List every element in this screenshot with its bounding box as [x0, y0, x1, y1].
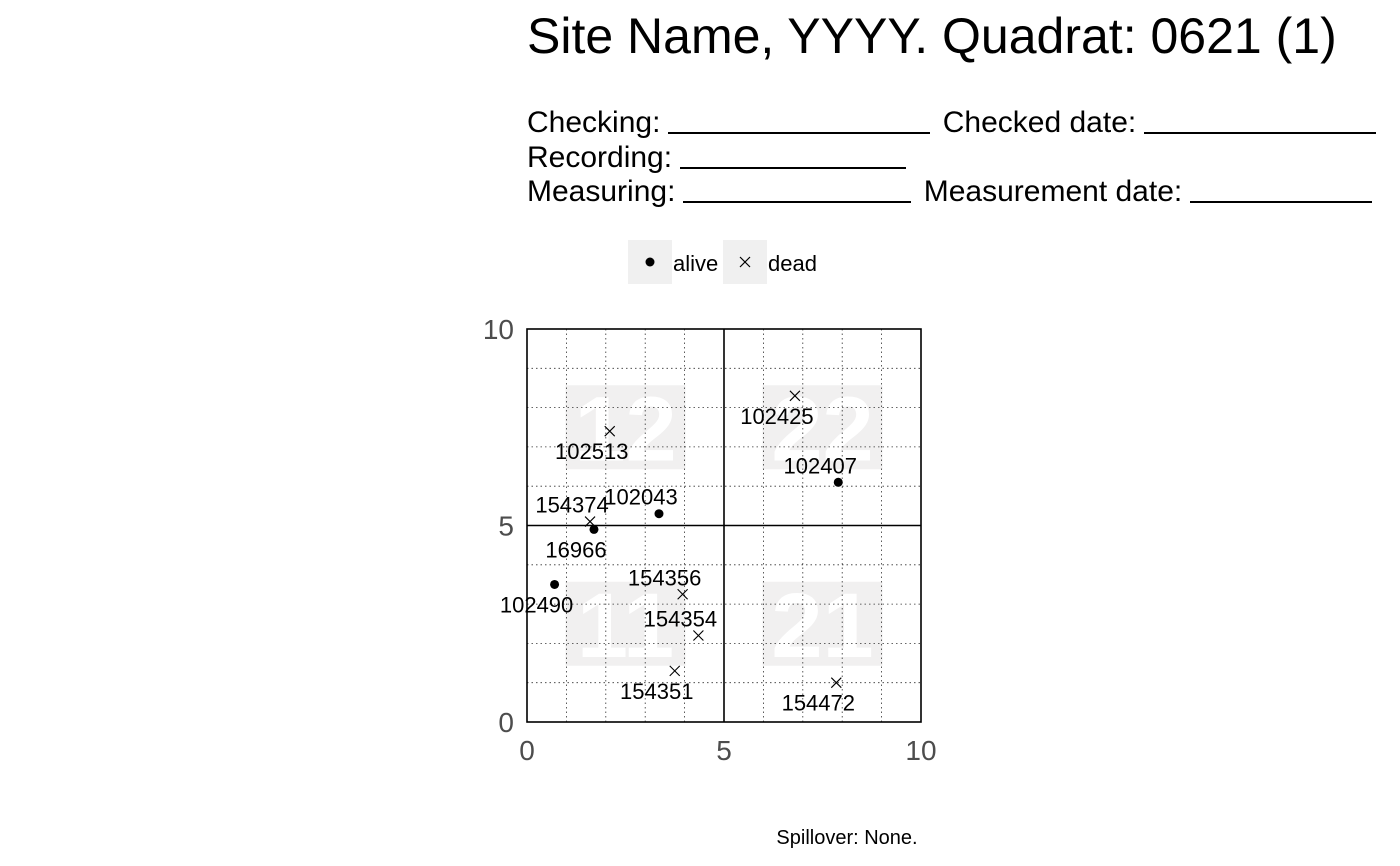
measuring-row: Measuring: Measurement date: [527, 175, 1373, 209]
legend-dead-marker [739, 256, 751, 268]
x-tick-label: 10 [905, 735, 936, 766]
measuring-label: Measuring: [527, 175, 676, 208]
point-label-154351: 154351 [620, 679, 693, 704]
point-label-16966: 16966 [545, 537, 606, 562]
point-label-154374: 154374 [535, 493, 608, 518]
point-label-102407: 102407 [784, 453, 857, 478]
point-label-102513: 102513 [555, 439, 628, 464]
spillover-text: Spillover: None. [776, 827, 918, 849]
page-title: Site Name, YYYY. Quadrat: 0621 (1) [527, 8, 1337, 64]
point-label-102490: 102490 [500, 592, 573, 617]
subquadrat-label-11: 11 [577, 575, 674, 677]
point-dead-154351 [669, 665, 681, 677]
subquadrat-labels: 11 12 21 22 [565, 378, 883, 677]
spillover-caption: Spillover: None. [0, 827, 1400, 850]
axes: 0 5 10 0 5 10 [483, 314, 937, 766]
point-alive-102043 [654, 509, 664, 519]
measurement-date-blank [1190, 201, 1373, 203]
point-dead-102425 [789, 390, 801, 402]
subquadrat-label-22: 22 [771, 378, 873, 480]
subquadrat-label-21: 21 [771, 575, 873, 677]
point-label-154356: 154356 [628, 565, 701, 590]
checking-row: Checking: Checked date: [527, 106, 1377, 140]
legend-label-dead: dead [768, 251, 817, 276]
point-dead-154354 [693, 630, 704, 641]
checked-date-blank [1144, 132, 1377, 134]
x-tick-label: 0 [519, 735, 535, 766]
measurement-date-label: Measurement date: [923, 175, 1183, 208]
recording-label: Recording: [527, 141, 673, 174]
point-label-102043: 102043 [604, 485, 677, 510]
y-tick-label: 10 [483, 314, 514, 345]
checked-date-label: Checked date: [942, 106, 1137, 139]
point-label-154472: 154472 [782, 691, 855, 716]
subquadrat-label-12: 12 [574, 378, 676, 480]
checking-label: Checking: [527, 106, 661, 139]
point-alive-102407 [833, 477, 843, 487]
point-dead-102513 [604, 425, 616, 437]
plot-border [526, 328, 922, 723]
point-dead-154356 [677, 588, 689, 600]
y-tick-label: 0 [498, 707, 514, 738]
legend: alive dead [628, 240, 817, 284]
subquadrat-21-bg [762, 581, 883, 666]
point-label-102425: 102425 [740, 404, 813, 429]
y-tick-label: 5 [498, 511, 514, 542]
point-dead-154472 [830, 677, 842, 689]
recording-blank [680, 167, 907, 169]
measuring-blank [683, 201, 912, 203]
checking-blank [668, 132, 931, 134]
subquadrat-11-bg [565, 581, 686, 666]
x-tick-label: 5 [716, 735, 732, 766]
point-label-154354: 154354 [644, 607, 717, 632]
recording-row: Recording: [527, 141, 910, 175]
point-alive-16966 [589, 524, 599, 534]
legend-label-alive: alive [673, 251, 718, 276]
point-alive-102490 [550, 579, 560, 589]
legend-alive-marker [645, 257, 655, 267]
subquadrat-22-bg [762, 385, 883, 470]
subquadrat-12-bg [565, 385, 686, 470]
point-dead-154374 [584, 516, 596, 527]
